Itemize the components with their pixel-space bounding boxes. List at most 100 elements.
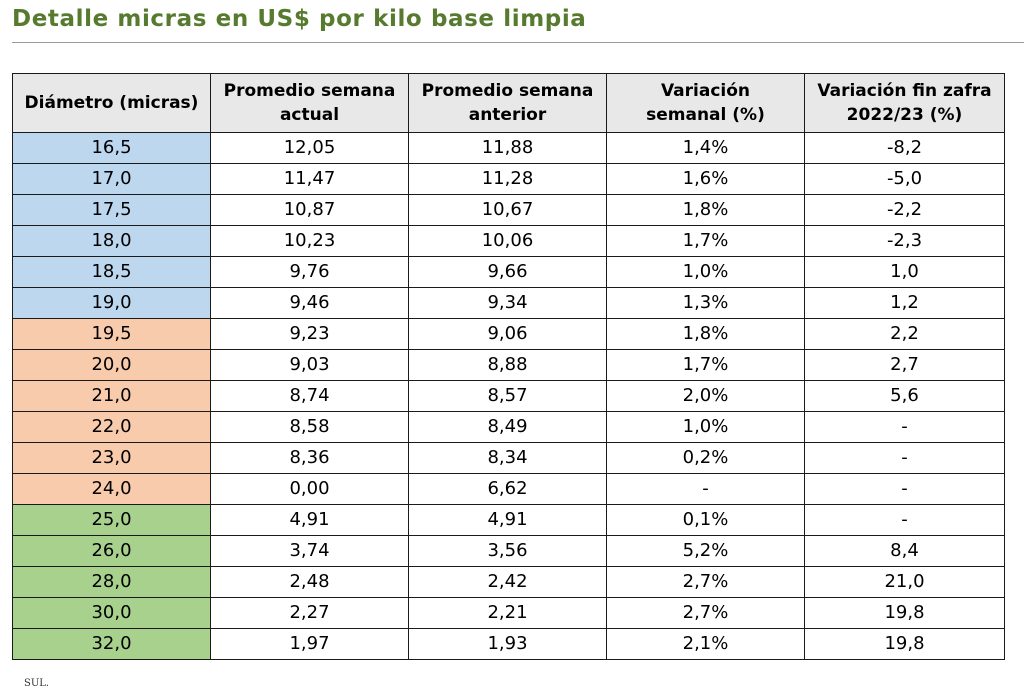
table-row: 18,5 9,76 9,66 1,0% 1,0 bbox=[12, 256, 1005, 288]
cell-weekly-variation: 1,7% bbox=[606, 225, 805, 257]
header-line: semanal (%) bbox=[646, 105, 765, 125]
cell-weekly-variation: 2,7% bbox=[606, 566, 805, 598]
cell-diameter: 16,5 bbox=[12, 132, 211, 164]
cell-weekly-variation: 2,1% bbox=[606, 628, 805, 660]
cell-diameter: 28,0 bbox=[12, 566, 211, 598]
source-note: SUL. bbox=[24, 678, 50, 689]
header-diameter: Diámetro (micras) bbox=[12, 73, 211, 133]
table-header-row: Diámetro (micras) Promedio semana actual… bbox=[12, 73, 1005, 133]
table-row: 23,0 8,36 8,34 0,2% - bbox=[12, 442, 1005, 474]
cell-weekly-variation: 1,6% bbox=[606, 163, 805, 195]
cell-season-variation: 5,6 bbox=[804, 380, 1005, 412]
micron-price-table: Diámetro (micras) Promedio semana actual… bbox=[12, 73, 1005, 660]
table-row: 21,0 8,74 8,57 2,0% 5,6 bbox=[12, 380, 1005, 412]
cell-season-variation: -2,3 bbox=[804, 225, 1005, 257]
cell-season-variation: 2,2 bbox=[804, 318, 1005, 350]
cell-previous-week: 10,67 bbox=[408, 194, 607, 226]
cell-diameter: 19,5 bbox=[12, 318, 211, 350]
table-row: 16,5 12,05 11,88 1,4% -8,2 bbox=[12, 132, 1005, 164]
cell-current-week: 2,48 bbox=[210, 566, 409, 598]
cell-diameter: 23,0 bbox=[12, 442, 211, 474]
cell-previous-week: 11,28 bbox=[408, 163, 607, 195]
cell-current-week: 8,58 bbox=[210, 411, 409, 443]
table-row: 20,0 9,03 8,88 1,7% 2,7 bbox=[12, 349, 1005, 381]
cell-season-variation: 2,7 bbox=[804, 349, 1005, 381]
table-row: 22,0 8,58 8,49 1,0% - bbox=[12, 411, 1005, 443]
cell-season-variation: -8,2 bbox=[804, 132, 1005, 164]
table-row: 32,0 1,97 1,93 2,1% 19,8 bbox=[12, 628, 1005, 660]
cell-season-variation: -2,2 bbox=[804, 194, 1005, 226]
cell-current-week: 11,47 bbox=[210, 163, 409, 195]
cell-diameter: 18,5 bbox=[12, 256, 211, 288]
cell-season-variation: 1,0 bbox=[804, 256, 1005, 288]
header-season-end-variation: Variación fin zafra 2022/23 (%) bbox=[804, 73, 1005, 133]
header-line: Variación fin zafra bbox=[817, 81, 992, 101]
cell-weekly-variation: 1,7% bbox=[606, 349, 805, 381]
cell-diameter: 24,0 bbox=[12, 473, 211, 505]
cell-previous-week: 8,49 bbox=[408, 411, 607, 443]
cell-previous-week: 8,34 bbox=[408, 442, 607, 474]
cell-current-week: 8,36 bbox=[210, 442, 409, 474]
cell-previous-week: 9,34 bbox=[408, 287, 607, 319]
header-weekly-variation: Variación semanal (%) bbox=[606, 73, 805, 133]
header-current-week-average: Promedio semana actual bbox=[210, 73, 409, 133]
cell-weekly-variation: 0,2% bbox=[606, 442, 805, 474]
cell-current-week: 2,27 bbox=[210, 597, 409, 629]
cell-current-week: 0,00 bbox=[210, 473, 409, 505]
cell-diameter: 20,0 bbox=[12, 349, 211, 381]
cell-current-week: 9,46 bbox=[210, 287, 409, 319]
cell-season-variation: - bbox=[804, 442, 1005, 474]
cell-previous-week: 4,91 bbox=[408, 504, 607, 536]
cell-weekly-variation: 2,7% bbox=[606, 597, 805, 629]
table-row: 25,0 4,91 4,91 0,1% - bbox=[12, 504, 1005, 536]
cell-current-week: 9,03 bbox=[210, 349, 409, 381]
cell-current-week: 3,74 bbox=[210, 535, 409, 567]
cell-diameter: 17,5 bbox=[12, 194, 211, 226]
header-line: Promedio semana bbox=[421, 81, 594, 101]
header-line: actual bbox=[279, 105, 340, 125]
cell-season-variation: 19,8 bbox=[804, 628, 1005, 660]
cell-diameter: 17,0 bbox=[12, 163, 211, 195]
cell-weekly-variation: 1,0% bbox=[606, 256, 805, 288]
table-row: 19,5 9,23 9,06 1,8% 2,2 bbox=[12, 318, 1005, 350]
cell-diameter: 22,0 bbox=[12, 411, 211, 443]
table-body: 16,5 12,05 11,88 1,4% -8,2 17,0 11,47 11,28 1,6%… bbox=[12, 132, 1005, 660]
cell-previous-week: 9,66 bbox=[408, 256, 607, 288]
cell-diameter: 26,0 bbox=[12, 535, 211, 567]
cell-previous-week: 8,57 bbox=[408, 380, 607, 412]
cell-previous-week: 10,06 bbox=[408, 225, 607, 257]
table-row: 24,0 0,00 6,62- - bbox=[12, 473, 1005, 505]
cell-current-week: 12,05 bbox=[210, 132, 409, 164]
title-divider bbox=[12, 42, 1024, 43]
cell-previous-week: 9,06 bbox=[408, 318, 607, 350]
cell-previous-week: 6,62 bbox=[408, 473, 607, 505]
cell-season-variation: 1,2 bbox=[804, 287, 1005, 319]
cell-current-week: 9,76 bbox=[210, 256, 409, 288]
cell-weekly-variation: 5,2% bbox=[606, 535, 805, 567]
page-title: Detalle micras en US$ por kilo base limp… bbox=[12, 6, 587, 32]
cell-season-variation: - bbox=[804, 473, 1005, 505]
cell-current-week: 10,87 bbox=[210, 194, 409, 226]
cell-previous-week: 11,88 bbox=[408, 132, 607, 164]
cell-previous-week: 2,42 bbox=[408, 566, 607, 598]
cell-diameter: 21,0 bbox=[12, 380, 211, 412]
cell-weekly-variation: - bbox=[606, 473, 805, 505]
cell-previous-week: 1,93 bbox=[408, 628, 607, 660]
cell-previous-week: 3,56 bbox=[408, 535, 607, 567]
table-row: 26,0 3,74 3,56 5,2% 8,4 bbox=[12, 535, 1005, 567]
table-row: 17,5 10,87 10,67 1,8% -2,2 bbox=[12, 194, 1005, 226]
cell-current-week: 4,91 bbox=[210, 504, 409, 536]
table-row: 19,0 9,46 9,34 1,3% 1,2 bbox=[12, 287, 1005, 319]
cell-season-variation: - bbox=[804, 411, 1005, 443]
header-line: Diámetro (micras) bbox=[24, 93, 199, 113]
header-line: Variación bbox=[660, 81, 751, 101]
cell-season-variation: 19,8 bbox=[804, 597, 1005, 629]
table-row: 30,0 2,27 2,21 2,7% 19,8 bbox=[12, 597, 1005, 629]
cell-current-week: 9,23 bbox=[210, 318, 409, 350]
header-line: Promedio semana bbox=[223, 81, 396, 101]
cell-current-week: 10,23 bbox=[210, 225, 409, 257]
cell-season-variation: - bbox=[804, 504, 1005, 536]
cell-season-variation: 8,4 bbox=[804, 535, 1005, 567]
cell-weekly-variation: 0,1% bbox=[606, 504, 805, 536]
cell-weekly-variation: 1,8% bbox=[606, 318, 805, 350]
